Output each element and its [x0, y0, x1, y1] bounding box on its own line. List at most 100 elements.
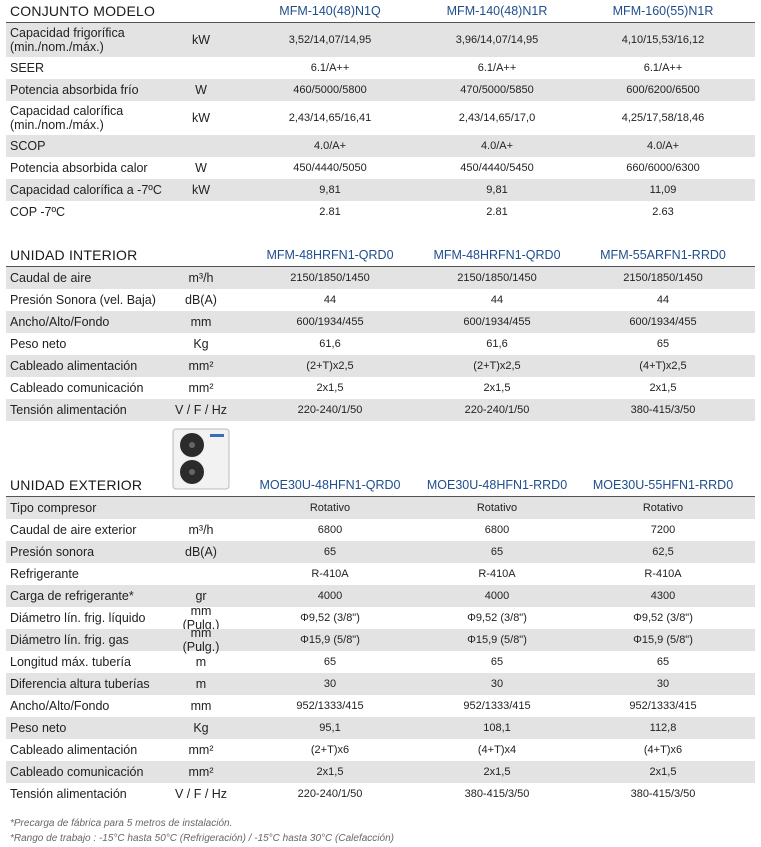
spec-value: 6.1/A++	[643, 62, 683, 74]
spec-value: 952/1333/415	[463, 700, 531, 712]
spec-value: 4.0/A+	[313, 140, 347, 152]
spec-label: Tensión alimentación	[10, 787, 127, 801]
spec-value: 65	[656, 338, 670, 350]
spec-value: 4,10/15,53/16,12	[621, 34, 705, 46]
spec-unit: Kg	[193, 337, 209, 351]
spec-label: Refrigerante	[10, 567, 79, 581]
spec-label: Cableado alimentación	[10, 743, 138, 757]
spec-value: Φ15,9 (5/8")	[467, 634, 527, 646]
section-header: UNIDAD EXTERIOR MOE30U-48HFN1-QRD0 MOE30U-…	[6, 474, 755, 497]
spec-label: Carga de refrigerante*	[10, 589, 134, 603]
spec-value: 4300	[650, 590, 676, 602]
spec-value: 9,81	[319, 184, 341, 196]
spec-value: Rotativo	[309, 502, 351, 514]
spec-value: Φ15,9 (5/8")	[633, 634, 693, 646]
spec-label: Potencia absorbida frío	[10, 83, 139, 97]
spec-value: 2.81	[486, 206, 508, 218]
spec-label: Presión sonora	[10, 545, 95, 559]
spec-row: Capacidad calorífica (min./nom./máx.) kW 2…	[6, 101, 755, 135]
spec-row: Peso neto Kg 61,6 61,6 65	[6, 333, 755, 355]
spec-unit: dB(A)	[185, 293, 217, 307]
spec-row: COP -7ºC 2.81 2.81 2.63	[6, 201, 755, 223]
spec-label: Ancho/Alto/Fondo	[10, 315, 110, 329]
spec-value: 6.1/A++	[477, 62, 517, 74]
spec-value: 2x1,5	[649, 382, 677, 394]
spec-value: 30	[323, 678, 337, 690]
spec-row: Tipo compresor Rotativo Rotativo Rotativo	[6, 497, 755, 519]
spec-value: 95,1	[319, 722, 341, 734]
spec-value: 660/6000/6300	[626, 162, 700, 174]
spec-row: Cableado alimentación mm² (2+T)x6 (4+T)x4 (4…	[6, 739, 755, 761]
model-name: MOE30U-48HFN1-RRD0	[426, 478, 568, 492]
spec-value: 2,43/14,65/16,41	[288, 112, 372, 124]
section: CONJUNTO MODELO MFM-140(48)N1Q MFM-140(48)…	[6, 0, 755, 223]
spec-value: 600/1934/455	[629, 316, 697, 328]
spec-value: 2150/1850/1450	[290, 272, 370, 284]
spec-unit: kW	[191, 183, 211, 197]
spec-value: 4,25/17,58/18,46	[621, 112, 705, 124]
footnote: *Rango de trabajo : -15°C hasta 50°C (Re…	[10, 833, 394, 844]
spec-value: 65	[323, 656, 337, 668]
section-header: UNIDAD INTERIOR MFM-48HRFN1-QRD0 MFM-48HRF…	[6, 244, 755, 267]
footnote: *Precarga de fábrica para 5 metros de in…	[10, 818, 233, 829]
spec-value: (4+T)x6	[643, 744, 683, 756]
model-name: MFM-140(48)N1Q	[279, 4, 381, 18]
spec-unit: dB(A)	[185, 545, 217, 559]
model-name: MFM-160(55)N1R	[612, 4, 714, 18]
spec-value: 4000	[484, 590, 510, 602]
spec-unit: m³/h	[188, 523, 214, 537]
spec-row: Diámetro lín. frig. líquido mm (Pulg.) Φ9,…	[6, 604, 755, 632]
spec-unit: mm²	[188, 743, 214, 757]
model-name: MFM-48HRFN1-QRD0	[266, 248, 394, 262]
spec-row: Cableado alimentación mm² (2+T)x2,5 (2+T)x2…	[6, 355, 755, 377]
spec-row: Potencia absorbida frío W 460/5000/5800 470…	[6, 79, 755, 101]
spec-row: Presión sonora dB(A) 65 65 62,5	[6, 541, 755, 563]
spec-unit: mm (Pulg.)	[182, 604, 220, 632]
spec-value: 2,43/14,65/17,0	[458, 112, 536, 124]
logo	[210, 434, 224, 437]
spec-unit: mm²	[188, 359, 214, 373]
spec-value: 380-415/3/50	[464, 788, 530, 800]
spec-value: 44	[656, 294, 670, 306]
spec-unit: m	[195, 677, 207, 691]
spec-row: Cableado comunicación mm² 2x1,5 2x1,5 2x1,5	[6, 377, 755, 399]
spec-row: Tensión alimentación V / F / Hz 220-240/1/…	[6, 783, 755, 805]
spec-value: 9,81	[486, 184, 508, 196]
spec-unit: Kg	[193, 721, 209, 735]
spec-value: 3,52/14,07/14,95	[288, 34, 372, 46]
spec-row: Presión Sonora (vel. Baja) dB(A) 44 44 44	[6, 289, 755, 311]
spec-label: Diferencia altura tuberías	[10, 677, 150, 691]
spec-value: R-410A	[311, 568, 349, 580]
spec-value: 4.0/A+	[480, 140, 514, 152]
spec-value: 61,6	[319, 338, 341, 350]
spec-row: Longitud máx. tubería m 65 65 65	[6, 651, 755, 673]
spec-value: 2150/1850/1450	[623, 272, 703, 284]
spec-value: (4+T)x4	[477, 744, 517, 756]
section: UNIDAD EXTERIOR MOE30U-48HFN1-QRD0 MOE30U-…	[6, 474, 755, 805]
spec-row: Refrigerante R-410A R-410A R-410A	[6, 563, 755, 585]
spec-value: Rotativo	[476, 502, 518, 514]
model-name: MFM-55ARFN1-RRD0	[600, 248, 726, 262]
spec-value: 3,96/14,07/14,95	[455, 34, 539, 46]
spec-value: 11,09	[649, 184, 677, 196]
model-name: MOE30U-48HFN1-QRD0	[259, 478, 401, 492]
spec-label: Capacidad calorífica (min./nom./máx.)	[10, 104, 124, 132]
spec-value: 600/1934/455	[296, 316, 364, 328]
spec-value: 2150/1850/1450	[457, 272, 537, 284]
spec-value: 2x1,5	[649, 766, 677, 778]
spec-label: Peso neto	[10, 337, 67, 351]
spec-value: 470/5000/5850	[460, 84, 534, 96]
spec-value: 380-415/3/50	[630, 788, 696, 800]
spec-label: COP -7ºC	[10, 205, 66, 219]
spec-row: Capacidad calorífica a -7ºC kW 9,81 9,81 11,…	[6, 179, 755, 201]
spec-value: 600/6200/6500	[626, 84, 700, 96]
spec-label: Ancho/Alto/Fondo	[10, 699, 110, 713]
spec-value: 65	[323, 546, 337, 558]
spec-row: Capacidad frigorífica (min./nom./máx.) kW…	[6, 23, 755, 57]
spec-value: 2.81	[319, 206, 341, 218]
spec-unit: V / F / Hz	[174, 787, 228, 801]
spec-value: Rotativo	[642, 502, 684, 514]
spec-label: SEER	[10, 61, 45, 75]
spec-row: Tensión alimentación V / F / Hz 220-240/1/…	[6, 399, 755, 421]
spec-value: R-410A	[478, 568, 516, 580]
